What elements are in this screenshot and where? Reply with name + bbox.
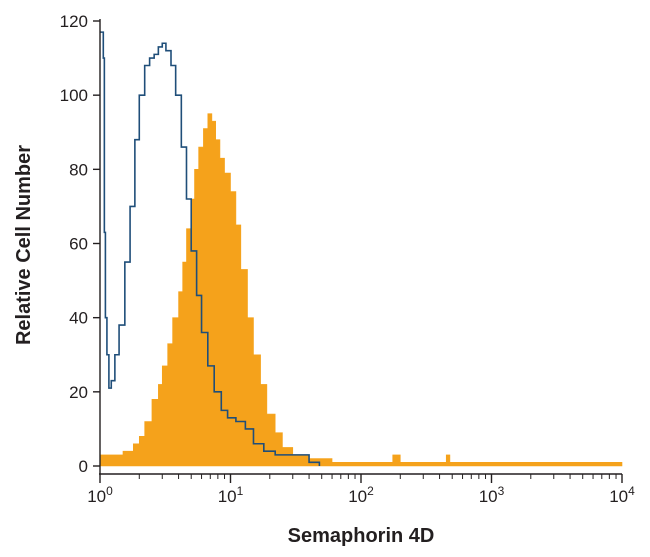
y-tick-label: 80	[69, 160, 88, 179]
x-tick-label: 103	[479, 484, 505, 506]
x-axis-title: Semaphorin 4D	[288, 525, 435, 547]
series-layer	[99, 31, 623, 467]
y-tick-label: 120	[60, 12, 88, 31]
y-tick-label: 0	[79, 457, 88, 476]
y-tick-label: 100	[60, 86, 88, 105]
x-tick-label: 104	[609, 484, 635, 506]
y-tick-label: 60	[69, 235, 88, 254]
x-tick-label: 102	[348, 484, 374, 506]
axes-layer: 0 20 40 60 80 100 120 100 101 102 103 104	[60, 12, 635, 506]
x-tick-label: 100	[87, 484, 113, 506]
x-tick-label: 101	[218, 484, 244, 506]
series-filled-histogram	[99, 113, 623, 467]
y-axis-title: Relative Cell Number	[13, 145, 35, 345]
y-tick-label: 40	[69, 309, 88, 328]
y-tick-label: 20	[69, 383, 88, 402]
series-outline-histogram	[100, 31, 321, 466]
